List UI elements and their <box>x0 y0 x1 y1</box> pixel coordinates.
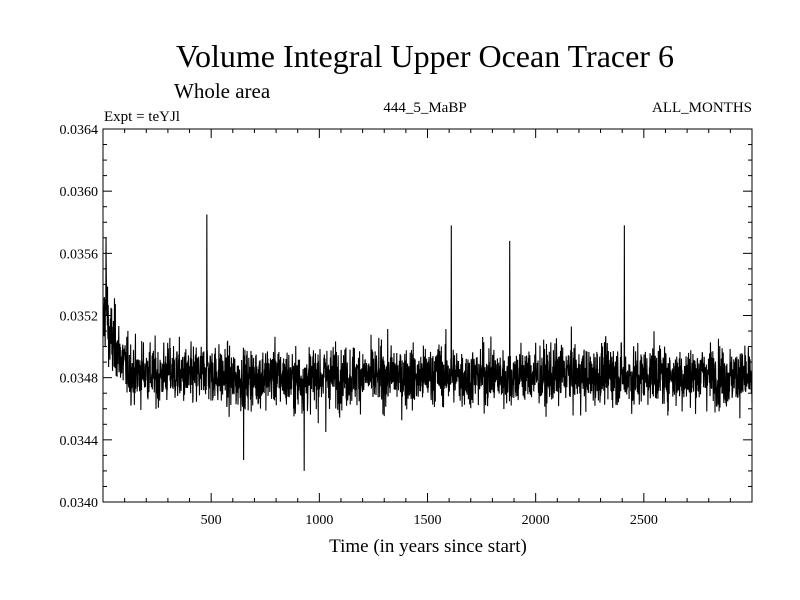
x-tick-label: 500 <box>201 513 222 528</box>
plot-area <box>102 214 753 471</box>
plot-frame <box>102 128 753 503</box>
x-tick-label: 1500 <box>414 513 442 528</box>
y-axis: 0.0340 0.0344 0.0348 0.0352 0.0356 0.0360 0.03… <box>60 123 752 511</box>
x-tick-label: 1000 <box>305 513 333 528</box>
period-label: 444_5_MaBP <box>383 100 466 116</box>
chart-subtitle: Whole area <box>174 79 271 103</box>
months-label: ALL_MONTHS <box>652 100 752 116</box>
y-tick-label: 0.0364 <box>60 123 99 138</box>
chart-title: Volume Integral Upper Ocean Tracer 6 <box>176 38 674 74</box>
x-tick-label: 2000 <box>522 513 550 528</box>
y-tick-label: 0.0348 <box>60 372 99 387</box>
expt-label: Expt = teYJl <box>104 109 180 125</box>
series-line <box>102 214 753 471</box>
x-axis-label: Time (in years since start) <box>329 536 527 557</box>
y-tick-label: 0.0352 <box>60 310 99 325</box>
x-axis: 500 1000 1500 2000 2500 <box>124 129 731 528</box>
y-tick-label: 0.0344 <box>60 434 99 449</box>
y-tick-label: 0.0340 <box>60 496 99 511</box>
y-tick-label: 0.0356 <box>60 247 99 262</box>
x-tick-label: 2500 <box>630 513 658 528</box>
y-tick-label: 0.0360 <box>60 185 99 200</box>
